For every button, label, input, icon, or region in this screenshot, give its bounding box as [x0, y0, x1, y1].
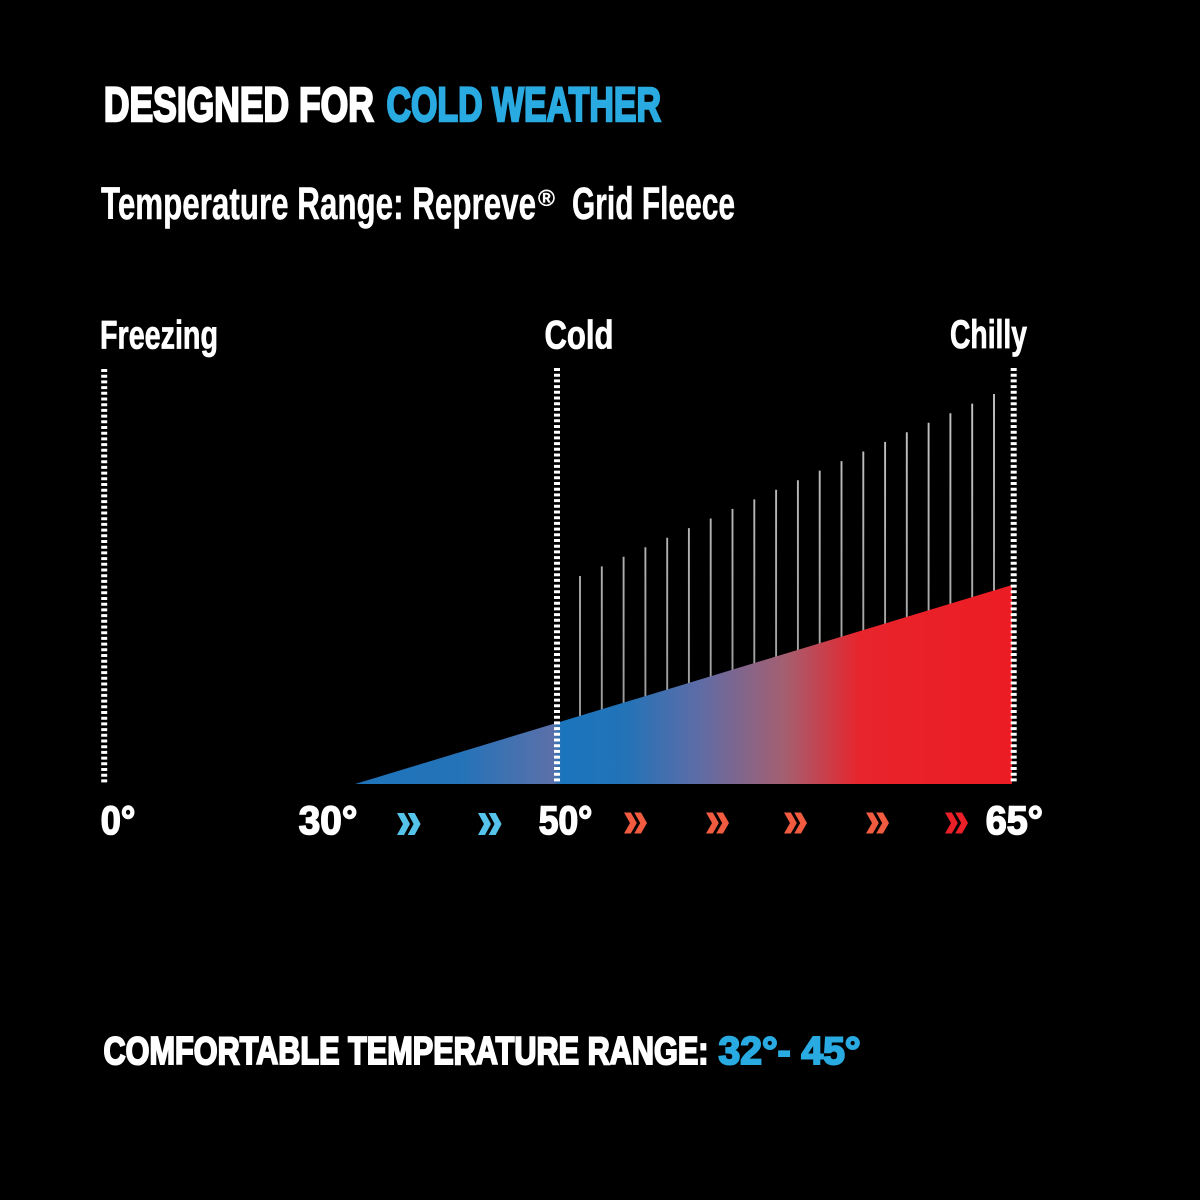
svg-text:Temperature Range: Repreve: Temperature Range: Repreve	[101, 178, 536, 229]
svg-text:50°: 50°	[539, 799, 593, 843]
svg-text:DESIGNED FOR: DESIGNED FOR	[104, 79, 374, 132]
svg-text:COLD WEATHER: COLD WEATHER	[387, 79, 662, 132]
svg-text:COMFORTABLE TEMPERATURE RANGE:: COMFORTABLE TEMPERATURE RANGE:	[104, 1030, 709, 1073]
svg-text:30°: 30°	[299, 799, 358, 843]
svg-text:Grid Fleece: Grid Fleece	[572, 178, 735, 229]
svg-text:Cold: Cold	[545, 314, 614, 358]
svg-text:Freezing: Freezing	[100, 314, 218, 358]
svg-text:0°: 0°	[101, 799, 136, 843]
svg-text:Chilly: Chilly	[950, 313, 1028, 357]
svg-text:32°- 45°: 32°- 45°	[719, 1030, 861, 1073]
svg-text:®: ®	[538, 185, 555, 211]
svg-text:65°: 65°	[986, 799, 1043, 843]
